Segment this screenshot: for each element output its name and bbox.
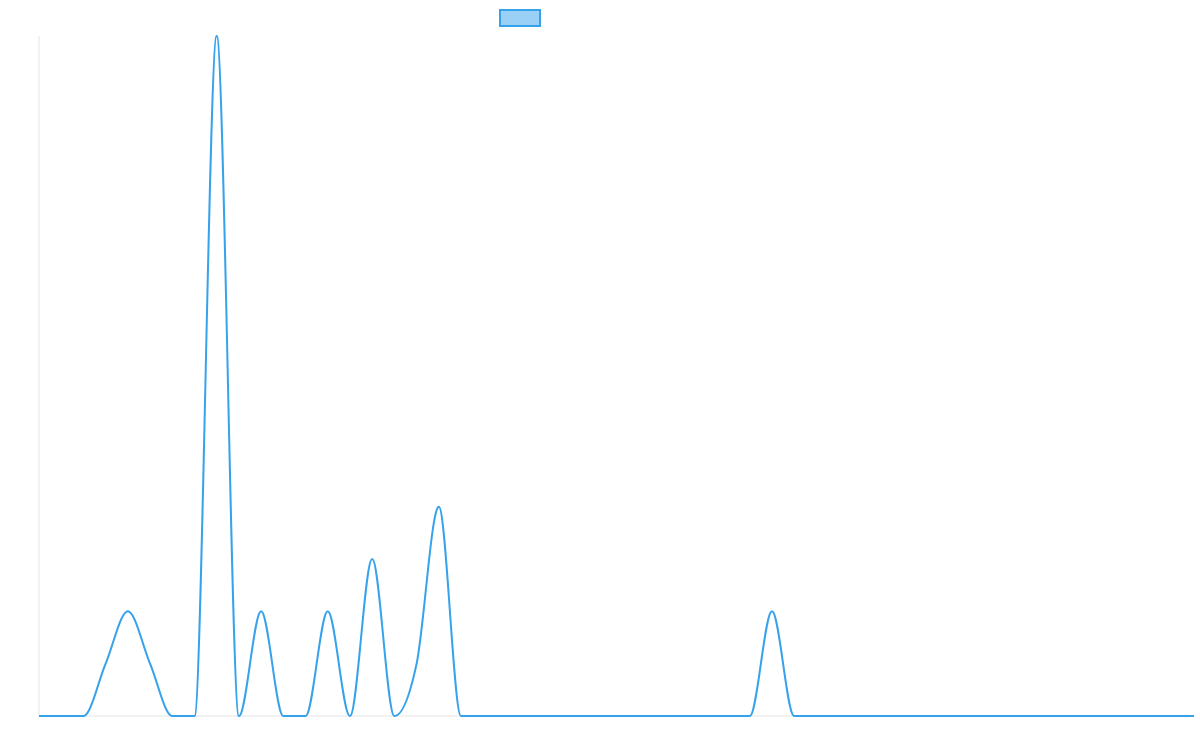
data-point-15[interactable] (368, 555, 376, 563)
data-point-12[interactable] (302, 712, 310, 720)
data-point-50[interactable] (1146, 712, 1154, 720)
data-point-36[interactable] (835, 712, 843, 720)
legend[interactable] (499, 9, 541, 27)
data-point-14[interactable] (346, 712, 354, 720)
data-point-1[interactable] (57, 712, 65, 720)
data-point-19[interactable] (457, 712, 465, 720)
data-point-2[interactable] (79, 712, 87, 720)
data-point-20[interactable] (479, 712, 487, 720)
data-point-47[interactable] (1079, 712, 1087, 720)
data-point-44[interactable] (1012, 712, 1020, 720)
data-point-22[interactable] (524, 712, 532, 720)
data-point-33[interactable] (768, 607, 776, 615)
data-point-35[interactable] (812, 712, 820, 720)
data-point-11[interactable] (279, 712, 287, 720)
data-point-13[interactable] (324, 607, 332, 615)
series-layer (35, 32, 1198, 720)
data-point-40[interactable] (923, 712, 931, 720)
data-point-28[interactable] (657, 712, 665, 720)
data-point-32[interactable] (746, 712, 754, 720)
data-point-34[interactable] (790, 712, 798, 720)
data-point-38[interactable] (879, 712, 887, 720)
data-point-4[interactable] (124, 607, 132, 615)
data-point-6[interactable] (168, 712, 176, 720)
data-point-43[interactable] (990, 712, 998, 720)
data-point-8[interactable] (213, 32, 221, 40)
data-point-31[interactable] (724, 712, 732, 720)
data-point-24[interactable] (568, 712, 576, 720)
data-point-46[interactable] (1057, 712, 1065, 720)
data-point-26[interactable] (613, 712, 621, 720)
data-point-21[interactable] (501, 712, 509, 720)
data-point-0[interactable] (35, 712, 43, 720)
data-point-9[interactable] (235, 712, 243, 720)
data-point-25[interactable] (590, 712, 598, 720)
data-point-42[interactable] (968, 712, 976, 720)
data-point-45[interactable] (1035, 712, 1043, 720)
data-point-27[interactable] (635, 712, 643, 720)
data-point-52[interactable] (1190, 712, 1198, 720)
data-point-41[interactable] (946, 712, 954, 720)
data-point-30[interactable] (701, 712, 709, 720)
data-point-17[interactable] (413, 660, 421, 668)
data-point-48[interactable] (1101, 712, 1109, 720)
data-point-3[interactable] (102, 660, 110, 668)
data-point-23[interactable] (546, 712, 554, 720)
data-point-49[interactable] (1123, 712, 1131, 720)
data-point-7[interactable] (190, 712, 198, 720)
legend-swatch[interactable] (499, 9, 541, 27)
data-point-39[interactable] (901, 712, 909, 720)
data-point-51[interactable] (1168, 712, 1176, 720)
data-point-5[interactable] (146, 660, 154, 668)
data-point-29[interactable] (679, 712, 687, 720)
data-point-37[interactable] (857, 712, 865, 720)
data-point-16[interactable] (390, 712, 398, 720)
data-point-18[interactable] (435, 503, 443, 511)
data-point-10[interactable] (257, 607, 265, 615)
series-line-0[interactable] (39, 35, 1194, 717)
